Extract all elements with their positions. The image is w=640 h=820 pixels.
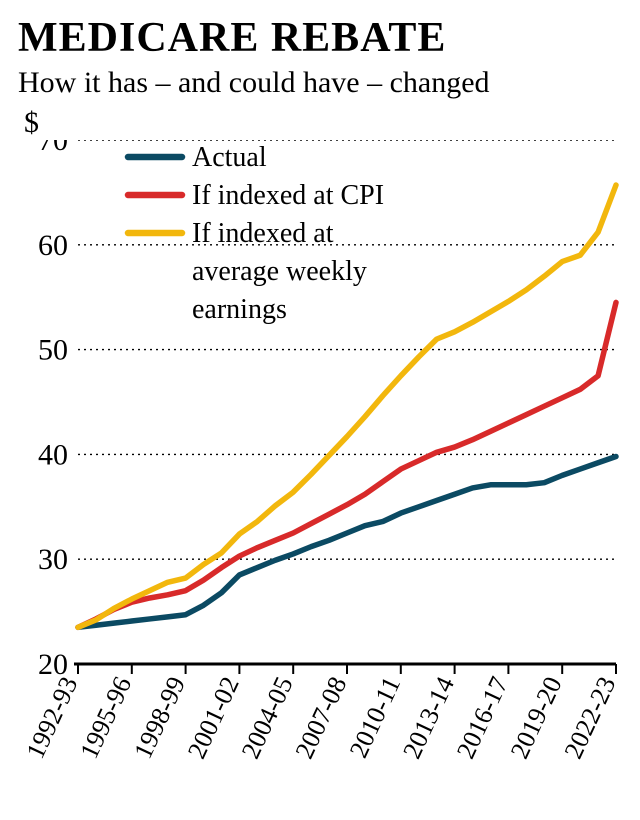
legend-label: average weekly bbox=[192, 256, 367, 287]
x-tick-label: 2022-23 bbox=[559, 672, 622, 763]
y-tick-label: 30 bbox=[38, 543, 68, 576]
line-chart: 2030405060701992-931995-961998-992001-02… bbox=[18, 140, 622, 820]
y-axis-unit: $ bbox=[24, 106, 622, 140]
y-tick-label: 60 bbox=[38, 229, 68, 262]
legend-label: If indexed at CPI bbox=[192, 180, 384, 211]
x-tick-label: 2010-11 bbox=[344, 672, 407, 762]
legend-label: earnings bbox=[192, 294, 287, 325]
x-tick-label-group: 2010-11 bbox=[344, 672, 407, 762]
chart-subtitle: How it has – and could have – changed bbox=[18, 66, 622, 100]
x-tick-label-group: 2022-23 bbox=[559, 672, 622, 763]
series-cpi bbox=[78, 302, 616, 627]
series-awe bbox=[78, 185, 616, 627]
legend-label: If indexed at bbox=[192, 218, 334, 249]
legend-label: Actual bbox=[192, 142, 267, 173]
y-tick-label: 70 bbox=[38, 140, 68, 157]
y-tick-label: 40 bbox=[38, 438, 68, 471]
y-tick-label: 50 bbox=[38, 334, 68, 367]
chart-title: MEDICARE REBATE bbox=[18, 14, 622, 62]
series-actual bbox=[78, 457, 616, 628]
